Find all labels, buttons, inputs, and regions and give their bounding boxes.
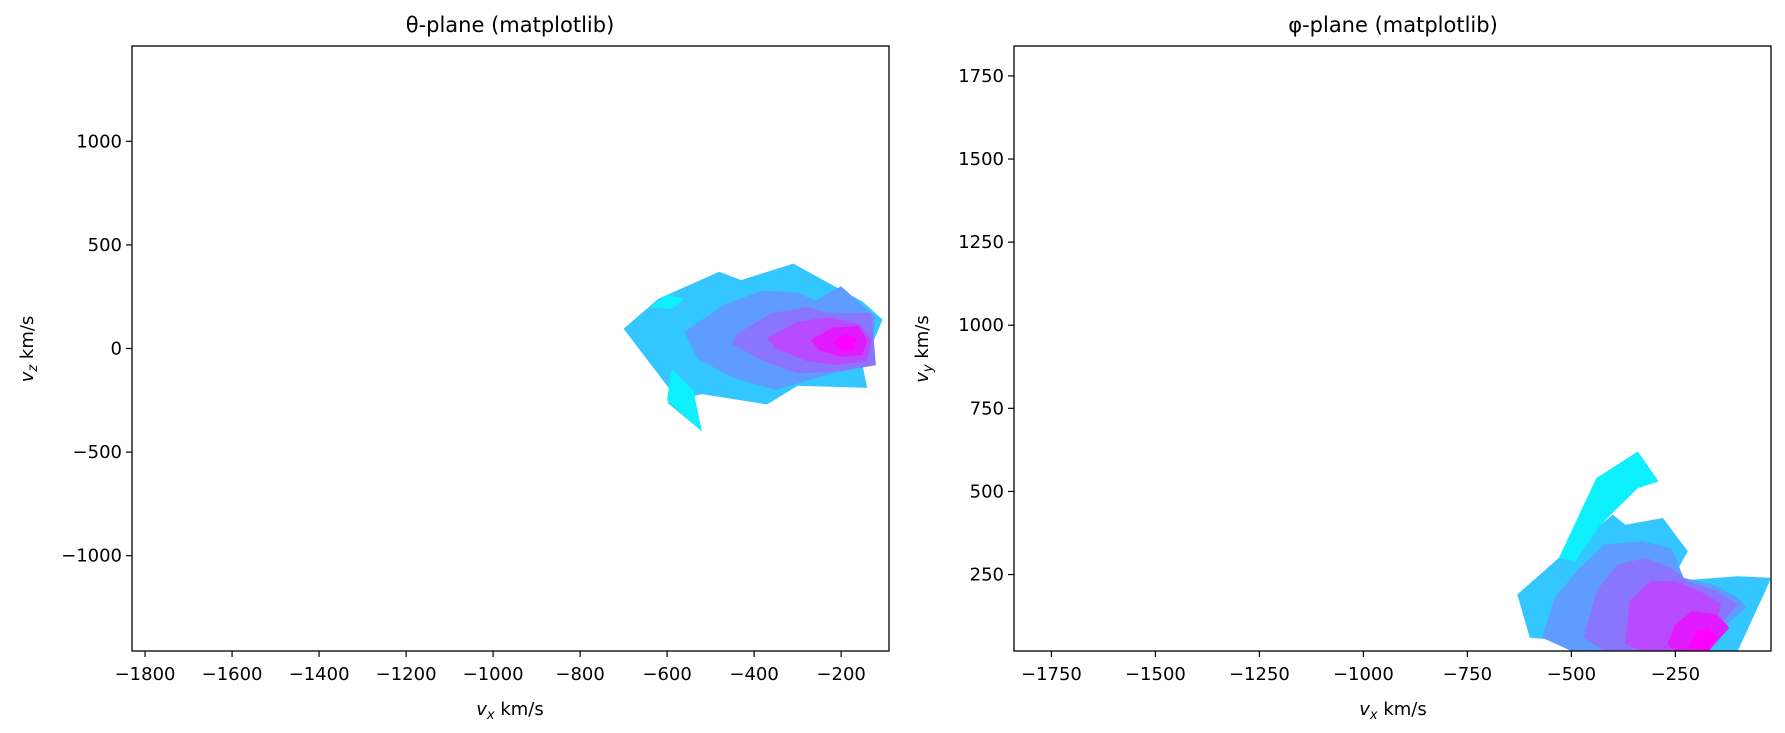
phi-plane-xtick-label: −500 [1547,664,1596,685]
theta-plane-xlabel: vx km/s [476,699,543,723]
phi-plane-ytick-label: 1250 [958,232,1004,253]
phi-plane-panel: φ-plane (matplotlib) −1750 −1500 −1250 −100… [912,13,1772,723]
theta-plane-xtick-label: −1800 [115,664,176,685]
phi-plane-ylabel: vy km/s [912,315,936,382]
theta-plane-frame [131,45,890,652]
phi-plane-xtick-label: −1500 [1125,664,1186,685]
phi-plane-xtick-label: −1250 [1229,664,1290,685]
phi-plane-xtick-label: −1000 [1333,664,1394,685]
phi-plane-xtick-label: −250 [1651,664,1700,685]
theta-plane-xtick-label: −1600 [202,664,263,685]
phi-plane-ytick-label: 500 [970,481,1004,502]
theta-plane-panel: θ-plane (matplotlib) −1800 −1600 −1400 −120… [17,13,890,723]
theta-plane-xtick-label: −200 [816,664,865,685]
theta-plane-ytick-label: 1000 [76,131,122,152]
phi-plane-xticks: −1750 −1500 −1250 −1000 −750 −500 −250 [1021,651,1700,685]
theta-plane-contour-region-2 [667,369,702,432]
phi-plane-frame [1013,45,1772,652]
theta-plane-contours [623,263,883,432]
phi-plane-contours [1517,451,1771,651]
phi-plane-contour-region-1 [1558,451,1659,562]
theta-plane-ytick-label: 0 [111,339,122,360]
theta-plane-xtick-label: −1200 [376,664,437,685]
phi-plane-ytick-label: 1750 [958,66,1004,87]
phi-plane-xtick-label: −750 [1443,664,1492,685]
theta-plane-ytick-label: −1000 [61,546,122,567]
theta-plane-contour-region-1 [649,294,685,310]
theta-plane-xtick-label: −1400 [289,664,350,685]
phi-plane-ytick-label: 1000 [958,315,1004,336]
theta-plane-xtick-label: −800 [555,664,604,685]
phi-plane-title: φ-plane (matplotlib) [1288,13,1498,37]
phi-plane-contour-region-6 [1687,627,1717,651]
theta-plane-xtick-label: −600 [642,664,691,685]
theta-plane-xticks: −1800 −1600 −1400 −1200 −1000 −800 −600 −400 −20… [115,651,866,685]
phi-plane-yticks: 250 500 750 1000 1250 1500 1750 [958,66,1014,586]
theta-plane-title: θ-plane (matplotlib) [406,13,615,37]
theta-plane-yticks: −1000 −500 0 500 1000 [61,131,132,567]
theta-plane-xtick-label: −1000 [463,664,524,685]
theta-plane-contour-region-7 [832,334,857,351]
phi-plane-ytick-label: 1500 [958,149,1004,170]
theta-plane-ytick-label: −500 [73,442,122,463]
theta-plane-xtick-label: −400 [729,664,778,685]
phi-plane-xtick-label: −1750 [1021,664,1082,685]
phi-plane-ytick-label: 250 [970,565,1004,586]
phi-plane-xlabel: vx km/s [1359,699,1426,723]
theta-plane-ylabel: vz km/s [17,316,41,383]
phi-plane-ytick-label: 750 [970,398,1004,419]
theta-plane-ytick-label: 500 [88,235,122,256]
